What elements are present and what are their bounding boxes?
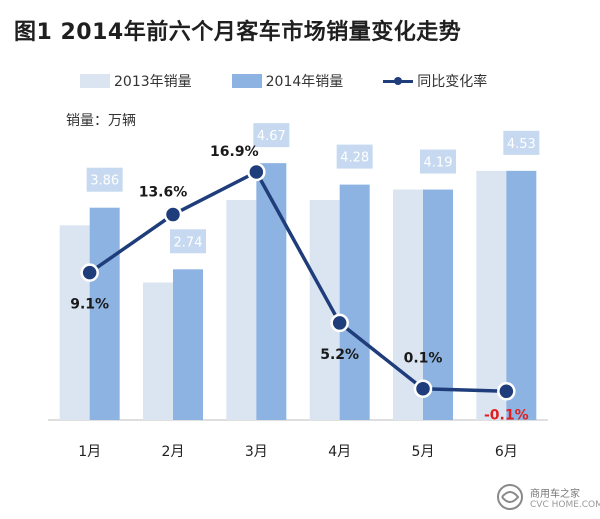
bar-2013: [143, 282, 173, 420]
x-tick-label: 6月: [495, 444, 518, 460]
rate-point: [497, 382, 516, 401]
bar-2013: [59, 225, 90, 420]
watermark-logo: [497, 484, 523, 510]
bar-2014: [89, 207, 120, 420]
rate-point: [330, 313, 349, 333]
legend-item-2014: 2014年销量: [231, 71, 344, 91]
bar-2013: [226, 200, 257, 420]
data-label-box: [86, 167, 123, 192]
bar-2013: [309, 200, 340, 420]
watermark-text: 商用车之家: [530, 489, 580, 500]
data-label-box: [503, 130, 540, 155]
data-label-box: [170, 229, 206, 254]
legend-label-2014: 2014年销量: [265, 74, 344, 90]
data-label-box: [253, 123, 290, 148]
x-tick-label: 1月: [78, 444, 101, 460]
legend-item-rate: 同比变化率: [383, 71, 487, 91]
bar-2014: [173, 269, 203, 420]
bar-2014: [506, 170, 537, 420]
rate-line: [88, 170, 507, 394]
data-label-2014: 3.86: [90, 174, 119, 189]
rate-label: 13.6%: [139, 185, 188, 201]
rate-label: 5.2%: [320, 347, 359, 363]
x-tick-label: 3月: [245, 444, 268, 460]
rate-label: 9.1%: [70, 297, 109, 313]
data-label-2014: 2.74: [174, 235, 203, 250]
watermark-subtext: CVC HOME.COM: [530, 500, 600, 510]
data-label-2014: 4.19: [424, 156, 453, 171]
rate-label: 16.9%: [210, 144, 259, 160]
x-tick-label: 5月: [412, 444, 435, 460]
legend: 2013年销量 2014年销量 同比变化率: [80, 72, 527, 90]
rate-point: [413, 379, 433, 398]
legend-swatch-2014: [231, 74, 262, 88]
unit-label: 销量：万辆: [66, 113, 136, 129]
data-label-box: [420, 149, 456, 174]
legend-swatch-2013: [80, 74, 110, 88]
legend-label-2013: 2013年销量: [114, 74, 192, 90]
legend-label-rate: 同比变化率: [417, 74, 488, 90]
chart-title: 图1 2014年前六个月客车市场销量变化走势: [14, 20, 462, 45]
data-label-2014: 4.28: [340, 151, 369, 166]
data-label-2014: 4.67: [257, 129, 286, 144]
x-tick-label: 2月: [162, 444, 185, 460]
bar-2013: [476, 170, 507, 420]
bar-2014: [256, 163, 287, 420]
rate-point: [163, 205, 183, 224]
legend-item-2013: 2013年销量: [80, 71, 192, 91]
data-label-box: [336, 144, 373, 169]
rate-point: [80, 263, 99, 282]
bar-2014: [339, 184, 370, 420]
rate-label: -0.1%: [484, 407, 529, 423]
x-tick-label: 4月: [328, 444, 351, 460]
legend-line-marker-icon: [383, 75, 414, 87]
data-label-2014: 4.53: [507, 137, 536, 152]
rate-point: [247, 162, 266, 182]
rate-label: 0.1%: [404, 351, 443, 367]
